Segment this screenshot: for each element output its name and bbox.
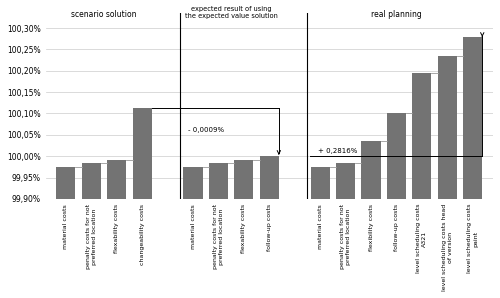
Text: - 0,0009%: - 0,0009% [188,127,224,133]
Bar [107,160,126,199]
Bar [412,73,432,199]
Bar [56,167,76,199]
Text: + 0,2816%: + 0,2816% [318,148,357,154]
Bar [362,141,380,199]
Bar [184,167,203,199]
Bar [463,38,482,199]
Bar [310,167,330,199]
Bar [82,163,101,199]
Text: expected result of using
the expected value solution: expected result of using the expected va… [184,6,278,19]
Bar [260,156,279,199]
Bar [438,56,457,199]
Bar [132,108,152,199]
Text: scenario solution: scenario solution [72,10,137,19]
Text: real planning: real planning [371,10,422,19]
Bar [234,160,254,199]
Bar [387,114,406,199]
Bar [209,163,228,199]
Bar [336,163,355,199]
